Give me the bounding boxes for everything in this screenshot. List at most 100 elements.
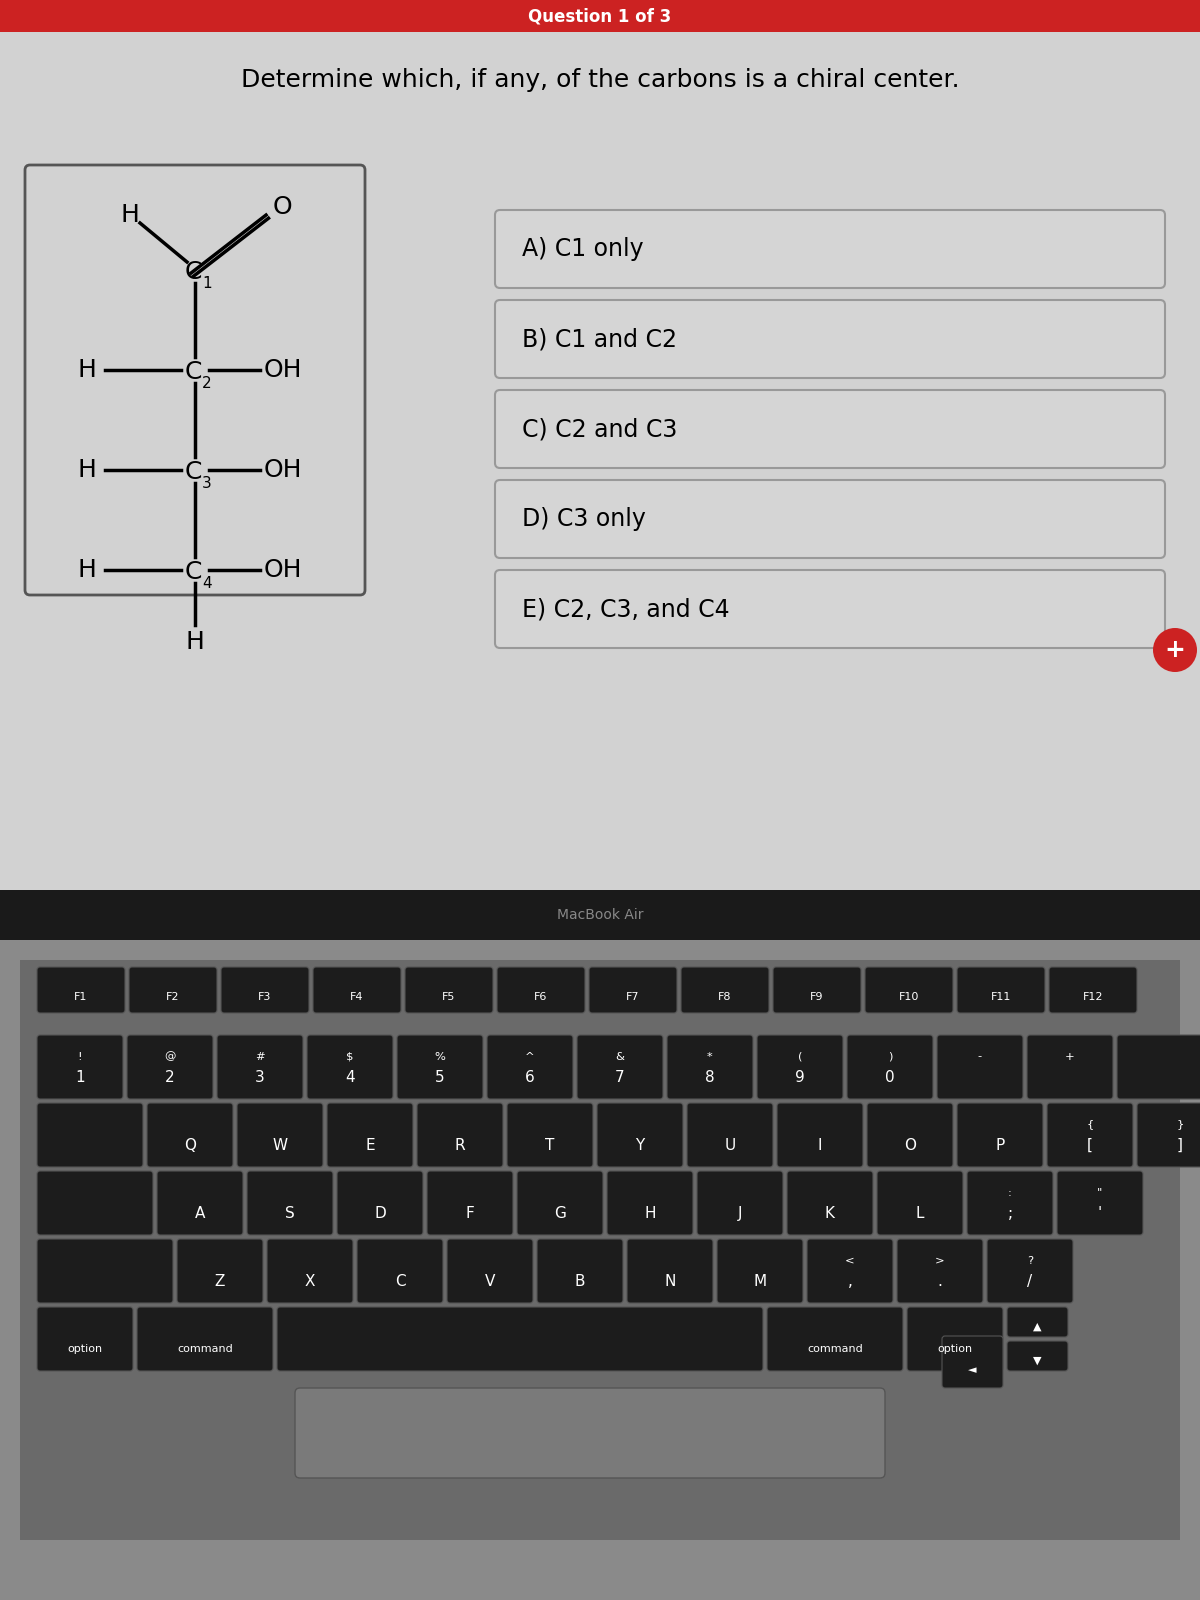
Text: Y: Y: [635, 1138, 644, 1154]
FancyBboxPatch shape: [697, 1171, 784, 1235]
FancyBboxPatch shape: [967, 1171, 1054, 1235]
FancyBboxPatch shape: [37, 1102, 143, 1166]
Text: ▲: ▲: [1033, 1322, 1042, 1331]
FancyBboxPatch shape: [37, 1171, 154, 1235]
Text: H: H: [78, 358, 96, 382]
Text: /: /: [1027, 1274, 1032, 1290]
FancyBboxPatch shape: [865, 966, 953, 1013]
FancyBboxPatch shape: [397, 1035, 482, 1099]
Text: R: R: [455, 1138, 466, 1154]
Text: F9: F9: [810, 992, 823, 1002]
Text: +: +: [1066, 1051, 1075, 1061]
FancyBboxPatch shape: [1117, 1035, 1200, 1099]
FancyBboxPatch shape: [607, 1171, 694, 1235]
FancyBboxPatch shape: [937, 1035, 1022, 1099]
FancyBboxPatch shape: [37, 1035, 124, 1099]
FancyBboxPatch shape: [496, 480, 1165, 558]
FancyBboxPatch shape: [778, 1102, 863, 1166]
FancyBboxPatch shape: [598, 1102, 683, 1166]
FancyBboxPatch shape: [496, 301, 1165, 378]
FancyBboxPatch shape: [217, 1035, 302, 1099]
Text: !: !: [78, 1051, 83, 1061]
Text: ": ": [1097, 1187, 1103, 1197]
FancyBboxPatch shape: [137, 1307, 274, 1371]
FancyBboxPatch shape: [1046, 1102, 1133, 1166]
Text: 1: 1: [202, 277, 212, 291]
FancyBboxPatch shape: [942, 1336, 1003, 1387]
Text: ': ': [1098, 1206, 1102, 1221]
Text: C: C: [185, 461, 202, 483]
Text: X: X: [305, 1274, 316, 1290]
FancyBboxPatch shape: [418, 1102, 503, 1166]
Text: .: .: [937, 1274, 942, 1290]
FancyBboxPatch shape: [295, 1387, 886, 1478]
Text: W: W: [272, 1138, 288, 1154]
FancyBboxPatch shape: [487, 1035, 574, 1099]
Text: MacBook Air: MacBook Air: [557, 909, 643, 922]
FancyBboxPatch shape: [37, 1238, 173, 1302]
FancyBboxPatch shape: [497, 966, 586, 1013]
Text: &: &: [616, 1051, 624, 1061]
Text: O: O: [272, 195, 292, 219]
FancyBboxPatch shape: [326, 1102, 413, 1166]
Text: 8: 8: [706, 1070, 715, 1085]
Text: B) C1 and C2: B) C1 and C2: [522, 326, 677, 350]
Text: H: H: [78, 458, 96, 482]
FancyBboxPatch shape: [907, 1307, 1003, 1371]
Text: ▼: ▼: [1033, 1355, 1042, 1365]
Bar: [0, 939, 1200, 1600]
Circle shape: [1153, 627, 1198, 672]
Text: S: S: [286, 1206, 295, 1221]
FancyBboxPatch shape: [358, 1238, 443, 1302]
FancyBboxPatch shape: [767, 1307, 904, 1371]
FancyBboxPatch shape: [538, 1238, 623, 1302]
Text: +: +: [1164, 638, 1186, 662]
FancyBboxPatch shape: [808, 1238, 893, 1302]
FancyBboxPatch shape: [130, 966, 217, 1013]
Text: ,: ,: [847, 1274, 852, 1290]
Text: J: J: [738, 1206, 743, 1221]
FancyBboxPatch shape: [307, 1035, 394, 1099]
Text: C) C2 and C3: C) C2 and C3: [522, 418, 677, 442]
FancyBboxPatch shape: [1049, 966, 1138, 1013]
FancyBboxPatch shape: [313, 966, 401, 1013]
Text: F4: F4: [350, 992, 364, 1002]
FancyBboxPatch shape: [898, 1238, 983, 1302]
FancyBboxPatch shape: [577, 1035, 662, 1099]
FancyBboxPatch shape: [127, 1035, 214, 1099]
Text: H: H: [186, 630, 204, 654]
FancyBboxPatch shape: [25, 165, 365, 595]
Text: P: P: [995, 1138, 1004, 1154]
Bar: [0, 0, 1200, 32]
Text: C: C: [395, 1274, 406, 1290]
FancyBboxPatch shape: [446, 1238, 533, 1302]
Text: ^: ^: [526, 1051, 535, 1061]
Text: 9: 9: [796, 1070, 805, 1085]
Text: M: M: [754, 1274, 767, 1290]
FancyBboxPatch shape: [589, 966, 677, 1013]
Text: F10: F10: [899, 992, 919, 1002]
Text: F7: F7: [626, 992, 640, 1002]
Text: F8: F8: [719, 992, 732, 1002]
Text: D) C3 only: D) C3 only: [522, 507, 646, 531]
FancyBboxPatch shape: [247, 1171, 334, 1235]
Text: ?: ?: [1027, 1256, 1033, 1266]
Text: F2: F2: [167, 992, 180, 1002]
Text: #: #: [256, 1051, 265, 1061]
Text: D: D: [374, 1206, 386, 1221]
Text: command: command: [178, 1344, 233, 1355]
Text: F: F: [466, 1206, 474, 1221]
FancyBboxPatch shape: [866, 1102, 953, 1166]
Text: F5: F5: [443, 992, 456, 1002]
Text: H: H: [78, 558, 96, 582]
FancyBboxPatch shape: [1007, 1307, 1068, 1338]
FancyBboxPatch shape: [787, 1171, 874, 1235]
Text: $: $: [347, 1051, 354, 1061]
Text: @: @: [164, 1051, 175, 1061]
FancyBboxPatch shape: [1057, 1171, 1142, 1235]
FancyBboxPatch shape: [277, 1307, 763, 1371]
Bar: [0, 0, 1200, 890]
Text: {: {: [1086, 1120, 1093, 1130]
Text: K: K: [826, 1206, 835, 1221]
Text: 3: 3: [202, 477, 212, 491]
